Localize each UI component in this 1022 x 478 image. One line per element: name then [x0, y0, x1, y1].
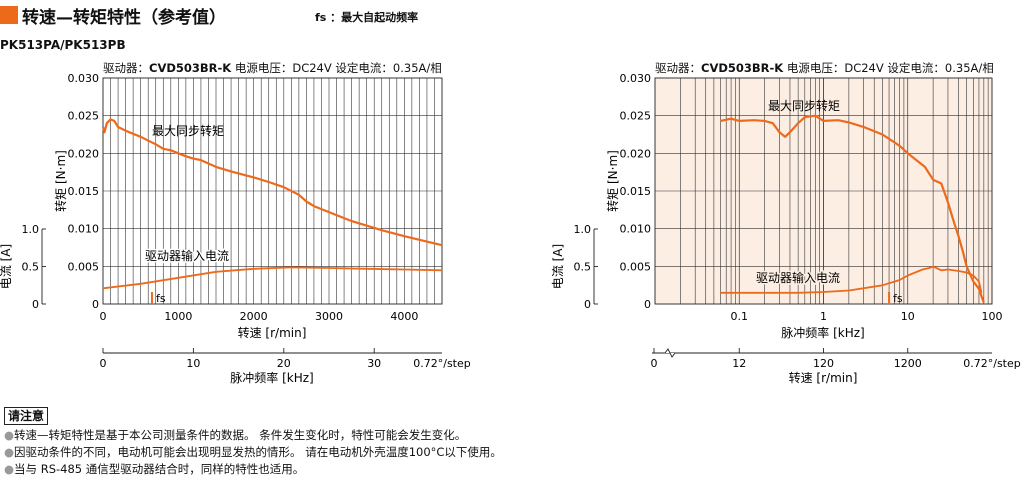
fs-note: fs ：最大自起动频率 [315, 11, 419, 24]
note-text: 转速—转矩特性是基于本公司测量条件的数据。 条件发生变化时，特性可能会发生变化。 [14, 428, 467, 442]
driver-model: CVD503BR-K [149, 61, 232, 75]
set-current: 设定电流：0.35A/相 [335, 61, 442, 75]
y-tick-label: 0.020 [620, 147, 652, 160]
driver-label: 驱动器： [655, 61, 701, 75]
current-axis-label: 电流 [A] [0, 244, 13, 289]
secondary-tick-label: 0 [651, 357, 658, 370]
current-curve-label: 驱动器输入电流 [145, 248, 229, 263]
bullet-icon: ● [4, 462, 15, 476]
secondary-tick-label: 30 [367, 357, 381, 370]
fs-label: fs [893, 292, 903, 305]
fs-label: fs [156, 292, 166, 305]
conditions-left: 驱动器：CVD503BR-K 电源电压：DC24V 设定电流：0.35A/相 [103, 60, 442, 76]
model-name: PK513PA/PK513PB [0, 38, 126, 52]
current-tick-label: 1.0 [574, 223, 592, 236]
notes-box: 请注意 [4, 407, 49, 425]
y-tick-label: 0.025 [68, 110, 100, 123]
step-angle-label: 0.72°/step [963, 357, 1021, 370]
current-tick-label: 0 [32, 298, 39, 311]
y-tick-label: 0.025 [620, 110, 652, 123]
y-tick-label: 0.030 [68, 72, 100, 85]
y-tick-label: 0.015 [68, 185, 100, 198]
x-tick-label: 10 [901, 310, 915, 323]
page-title: 转速—转矩特性（参考值） [22, 8, 226, 28]
x-axis-label: 脉冲频率 [kHz] [781, 325, 864, 340]
x-tick-label: 1 [820, 310, 827, 323]
set-current: 设定电流：0.35A/相 [887, 61, 994, 75]
x-tick-label: 0.1 [731, 310, 749, 323]
title-accent-square [0, 6, 18, 24]
y-tick-label: 0.005 [68, 260, 100, 273]
chart-log: 0 0.005 0.010 0.015 0.020 0.025 0.030 转矩 [N·m] 0… [551, 72, 1021, 385]
y-tick-label: 0.015 [620, 185, 652, 198]
x-tick-label: 100 [982, 310, 1003, 323]
bullet-icon: ● [4, 428, 15, 442]
conditions-right: 驱动器：CVD503BR-K 电源电压：DC24V 设定电流：0.35A/相 [655, 60, 994, 76]
torque-curve [720, 114, 985, 303]
secondary-tick-label: 12 [732, 357, 746, 370]
torque-curve [101, 118, 443, 247]
note-text: 当与 RS-485 通信型驱动器结合时，同样的特性也适用。 [14, 462, 305, 476]
torque-axis-label: 转矩 [N·m] [605, 150, 620, 212]
current-tick-label: 0.5 [22, 261, 40, 274]
supply-voltage: 电源电压：DC24V [234, 61, 332, 75]
secondary-axis-label: 转速 [r/min] [789, 370, 858, 385]
x-axis-label: 转速 [r/min] [238, 325, 307, 340]
plot-frame [654, 77, 993, 305]
current-curve-label: 驱动器输入电流 [756, 270, 840, 285]
note-item: ●转速—转矩特性是基于本公司测量条件的数据。 条件发生变化时，特性可能会发生变化… [4, 427, 466, 443]
y-tick-label: 0.020 [68, 147, 100, 160]
note-item: ●当与 RS-485 通信型驱动器结合时，同样的特性也适用。 [4, 461, 304, 477]
supply-voltage: 电源电压：DC24V [786, 61, 884, 75]
note-text: 因驱动条件的不同，电动机可能会出现明显发热的情形。 请在电动机外壳温度100°C… [14, 445, 502, 459]
y-tick-label: 0 [644, 298, 651, 311]
step-angle-label: 0.72°/step [413, 357, 470, 370]
bullet-icon: ● [4, 445, 15, 459]
current-curve [720, 265, 983, 294]
torque-curve-label: 最大同步转矩 [768, 98, 840, 113]
secondary-tick-label: 0 [100, 357, 107, 370]
current-tick-label: 0.5 [574, 261, 592, 274]
secondary-tick-label: 1200 [894, 357, 922, 370]
secondary-tick-label: 10 [186, 357, 200, 370]
x-tick-label: 3000 [315, 310, 343, 323]
current-tick-label: 0 [584, 298, 591, 311]
secondary-axis-label: 脉冲频率 [kHz] [230, 370, 313, 385]
current-axis-label: 电流 [A] [551, 244, 565, 289]
chart-linear: 0 0.005 0.010 0.015 0.020 0.025 0.030 转矩 [N·m] 0… [0, 72, 470, 385]
secondary-tick-label: 120 [813, 357, 834, 370]
note-item: ●因驱动条件的不同，电动机可能会出现明显发热的情形。 请在电动机外壳温度100°… [4, 444, 502, 460]
plot-frame [102, 77, 443, 305]
driver-model: CVD503BR-K [701, 61, 784, 75]
x-tick-label: 2000 [240, 310, 268, 323]
driver-label: 驱动器： [103, 61, 149, 75]
current-curve [102, 266, 443, 290]
y-tick-label: 0 [92, 298, 99, 311]
current-tick-label: 1.0 [22, 223, 40, 236]
torque-curve-label: 最大同步转矩 [152, 123, 224, 138]
y-tick-label: 0.010 [620, 223, 652, 236]
torque-axis-label: 转矩 [N·m] [53, 150, 68, 212]
x-tick-label: 1000 [164, 310, 192, 323]
y-tick-label: 0.010 [68, 223, 100, 236]
x-tick-label: 0 [100, 310, 107, 323]
y-tick-label: 0.005 [620, 260, 652, 273]
y-tick-label: 0.030 [620, 72, 652, 85]
axis-break-icon [664, 348, 676, 358]
x-tick-label: 4000 [390, 310, 418, 323]
secondary-tick-label: 20 [277, 357, 291, 370]
